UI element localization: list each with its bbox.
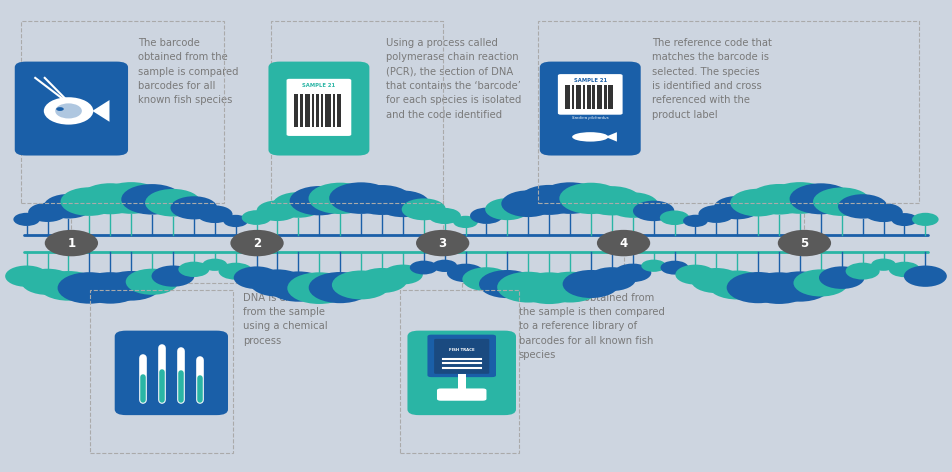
Circle shape xyxy=(38,271,98,301)
FancyBboxPatch shape xyxy=(540,62,641,156)
Circle shape xyxy=(416,230,469,256)
Circle shape xyxy=(170,196,217,219)
Circle shape xyxy=(351,185,412,215)
Bar xyxy=(592,85,595,109)
Circle shape xyxy=(203,259,228,271)
Circle shape xyxy=(289,186,348,215)
Bar xyxy=(301,94,303,127)
Circle shape xyxy=(409,261,438,274)
Circle shape xyxy=(789,183,852,214)
Bar xyxy=(294,94,299,127)
Circle shape xyxy=(838,194,887,219)
Bar xyxy=(337,94,342,127)
Text: The barcode
obtained from the
sample is compared
barcodes for all
known fish spe: The barcode obtained from the sample is … xyxy=(138,38,239,105)
Bar xyxy=(316,94,319,127)
Bar xyxy=(576,85,581,109)
Bar xyxy=(583,85,585,109)
Circle shape xyxy=(21,269,74,295)
Bar xyxy=(587,85,590,109)
FancyBboxPatch shape xyxy=(427,335,496,377)
Bar xyxy=(597,85,603,109)
Circle shape xyxy=(563,270,619,298)
FancyBboxPatch shape xyxy=(268,62,369,156)
Circle shape xyxy=(903,266,947,287)
Circle shape xyxy=(230,230,284,256)
Circle shape xyxy=(714,196,761,219)
Circle shape xyxy=(99,182,163,214)
Text: 3: 3 xyxy=(439,236,446,250)
Bar xyxy=(21,21,224,203)
FancyBboxPatch shape xyxy=(14,62,128,156)
Circle shape xyxy=(684,215,708,227)
Circle shape xyxy=(5,266,49,287)
Circle shape xyxy=(560,183,623,214)
Circle shape xyxy=(778,230,831,256)
Circle shape xyxy=(308,183,372,214)
Circle shape xyxy=(614,264,651,282)
FancyBboxPatch shape xyxy=(558,74,623,115)
Bar xyxy=(326,94,331,127)
Bar xyxy=(458,374,466,391)
Circle shape xyxy=(661,261,688,275)
Text: SAMPLE 21: SAMPLE 21 xyxy=(574,78,606,83)
Circle shape xyxy=(769,271,830,302)
Circle shape xyxy=(519,185,580,215)
Text: 1: 1 xyxy=(68,236,75,250)
Circle shape xyxy=(463,267,510,291)
FancyBboxPatch shape xyxy=(407,330,516,415)
FancyBboxPatch shape xyxy=(115,330,228,415)
Circle shape xyxy=(219,263,253,280)
Circle shape xyxy=(748,184,810,215)
Circle shape xyxy=(538,182,602,214)
Circle shape xyxy=(768,182,832,214)
Circle shape xyxy=(730,189,786,217)
Circle shape xyxy=(607,192,659,218)
Bar xyxy=(271,21,443,203)
Bar xyxy=(90,290,233,453)
Polygon shape xyxy=(605,132,617,142)
Circle shape xyxy=(502,190,555,217)
Circle shape xyxy=(691,268,742,293)
Circle shape xyxy=(29,203,67,222)
Circle shape xyxy=(642,260,666,272)
Circle shape xyxy=(891,213,918,226)
Text: The reference code that
matches the barcode is
selected. The species
is identifi: The reference code that matches the barc… xyxy=(652,38,772,120)
Circle shape xyxy=(45,230,98,256)
Circle shape xyxy=(453,216,478,228)
Circle shape xyxy=(479,270,536,298)
Circle shape xyxy=(446,264,485,282)
Circle shape xyxy=(61,187,118,216)
Circle shape xyxy=(308,272,371,303)
Circle shape xyxy=(272,192,325,218)
Circle shape xyxy=(708,270,766,299)
Circle shape xyxy=(497,272,560,303)
Text: FISH TRACE: FISH TRACE xyxy=(449,348,474,352)
Circle shape xyxy=(470,208,503,224)
Circle shape xyxy=(889,261,920,277)
Circle shape xyxy=(332,270,390,299)
Circle shape xyxy=(79,183,142,214)
Circle shape xyxy=(819,266,864,289)
Bar xyxy=(571,85,574,109)
Bar xyxy=(321,94,324,127)
Circle shape xyxy=(726,272,789,303)
Circle shape xyxy=(597,230,650,256)
Text: Using a process called
polymerase chain reaction
(PCR), the section of DNA
that : Using a process called polymerase chain … xyxy=(386,38,521,120)
Text: Sardina pilchardus: Sardina pilchardus xyxy=(572,116,608,120)
Circle shape xyxy=(268,271,328,302)
Bar xyxy=(538,21,919,203)
Circle shape xyxy=(432,260,457,272)
Circle shape xyxy=(587,267,636,291)
Text: SAMPLE 21: SAMPLE 21 xyxy=(303,84,335,88)
Circle shape xyxy=(383,265,423,285)
Circle shape xyxy=(197,205,232,223)
Bar xyxy=(305,94,309,127)
FancyBboxPatch shape xyxy=(434,339,489,374)
Circle shape xyxy=(675,265,716,285)
Text: DNA is extracted
from the sample
using a chemical
process: DNA is extracted from the sample using a… xyxy=(243,293,327,346)
Circle shape xyxy=(660,211,689,225)
Circle shape xyxy=(813,187,870,216)
Bar xyxy=(400,290,519,453)
Circle shape xyxy=(57,272,121,303)
